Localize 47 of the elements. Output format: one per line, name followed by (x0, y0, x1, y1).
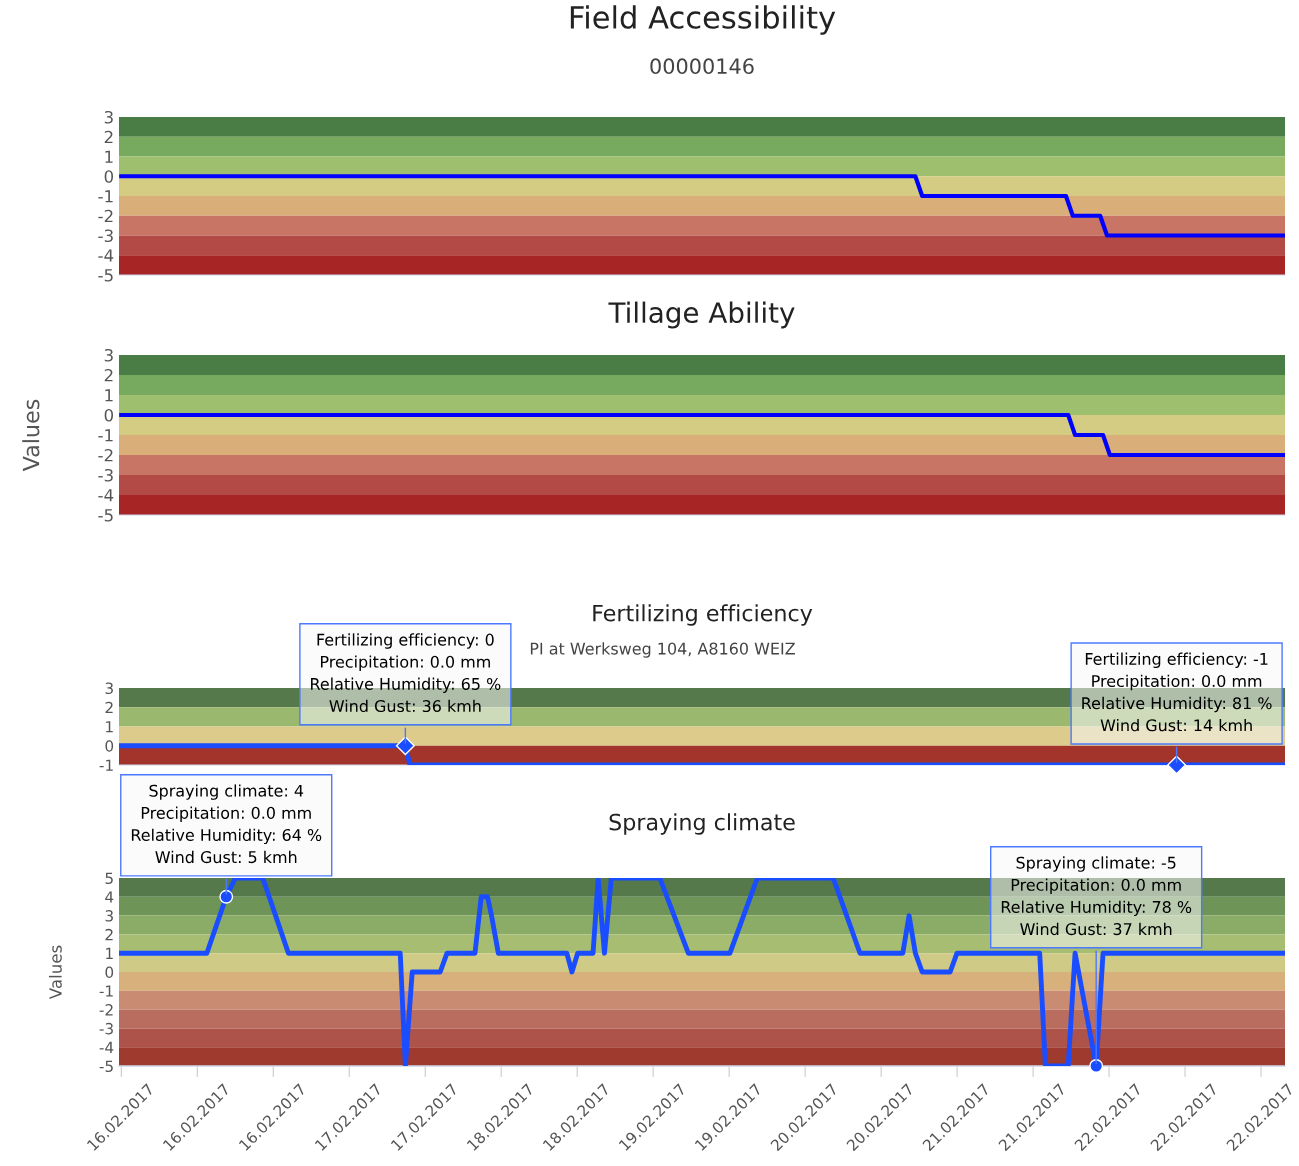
chart-title: Fertilizing efficiency (593, 604, 813, 626)
chart-subtitle: 00000146 (650, 58, 754, 75)
y-tick-label: -4 (98, 249, 114, 262)
y-tick-label: -5 (99, 1060, 113, 1073)
y-tick-label: -3 (98, 468, 113, 482)
y-tick-label: -4 (98, 489, 114, 502)
y-tick-label: -5 (98, 509, 113, 522)
y-tick-label: 0 (104, 170, 114, 183)
y-tick-label: 0 (104, 408, 114, 422)
y-tick-label: -3 (99, 1022, 113, 1035)
chart-subtitle: PI at Werksweg 104, A8160 WEIZ (530, 642, 795, 658)
chart-title: Tillage Ability (608, 301, 795, 329)
y-tick-label: 3 (104, 110, 113, 124)
chart-title: Spraying climate (609, 813, 795, 835)
y-tick-label: 2 (104, 368, 113, 382)
y-tick-label: -4 (99, 1041, 114, 1053)
y-tick-label: 1 (106, 721, 113, 733)
y-tick-label: 0 (105, 966, 114, 979)
y-tick-label: 3 (105, 682, 113, 695)
y-tick-label: 2 (104, 130, 113, 144)
y-tick-label: -2 (98, 209, 113, 223)
y-tick-label: -1 (99, 985, 113, 997)
line-series (119, 174, 1285, 238)
y-tick-label: 3 (105, 910, 113, 922)
y-tick-label: 1 (105, 389, 113, 402)
y-tick-label: -1 (99, 759, 113, 771)
y-tick-label: 1 (105, 150, 113, 163)
y-tick-label: 1 (106, 947, 113, 959)
y-tick-label: -1 (98, 429, 113, 442)
y-tick-label: 5 (105, 872, 113, 885)
y-tick-label: 0 (105, 740, 114, 752)
y-tick-label: -1 (98, 190, 113, 203)
annotation: Spraying climate: 4 Precipitation: 0.0 mm Relative Humidity: 64 % Wind Gust: 5 kmh (131, 784, 322, 864)
y-tick-label: 4 (105, 891, 114, 903)
y-tick-label: 2 (105, 701, 113, 714)
y-tick-label: -5 (98, 269, 113, 282)
y-tick-label: 2 (105, 928, 113, 941)
y-axis-title: Values (22, 399, 40, 472)
y-tick-label: -2 (99, 1004, 113, 1016)
annotation: Spraying climate: -5 Precipitation: 0.0 mm Relative Humidity: 78 % Wind Gust: 37 kmh (1001, 856, 1192, 936)
y-tick-label: 3 (104, 348, 113, 362)
y-tick-label: -3 (98, 229, 113, 243)
chart-title: Field Accessibility (570, 5, 836, 35)
y-tick-label: -2 (98, 448, 113, 462)
y-axis-title: Values (48, 945, 62, 1000)
annotation: Fertilizing efficiency: -1 Precipitation: 0.0 mm Relative Humidity: 81 % Wind Gust: 14 kmh (1082, 652, 1272, 732)
annotation: Fertilizing efficiency: 0 Precipitation: 0.0 mm Relative Humidity: 65 % Wind Gust: 36 kmh (311, 633, 501, 713)
